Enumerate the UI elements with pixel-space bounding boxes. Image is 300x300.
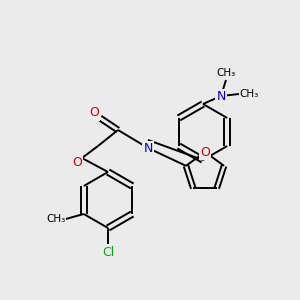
- Text: N: N: [143, 142, 153, 154]
- Text: CH₃: CH₃: [239, 89, 259, 99]
- Text: N: N: [216, 89, 226, 103]
- Text: O: O: [72, 155, 82, 169]
- Text: CH₃: CH₃: [46, 214, 65, 224]
- Text: O: O: [200, 146, 210, 158]
- Text: CH₃: CH₃: [216, 68, 236, 78]
- Text: Cl: Cl: [102, 245, 114, 259]
- Text: O: O: [89, 106, 99, 119]
